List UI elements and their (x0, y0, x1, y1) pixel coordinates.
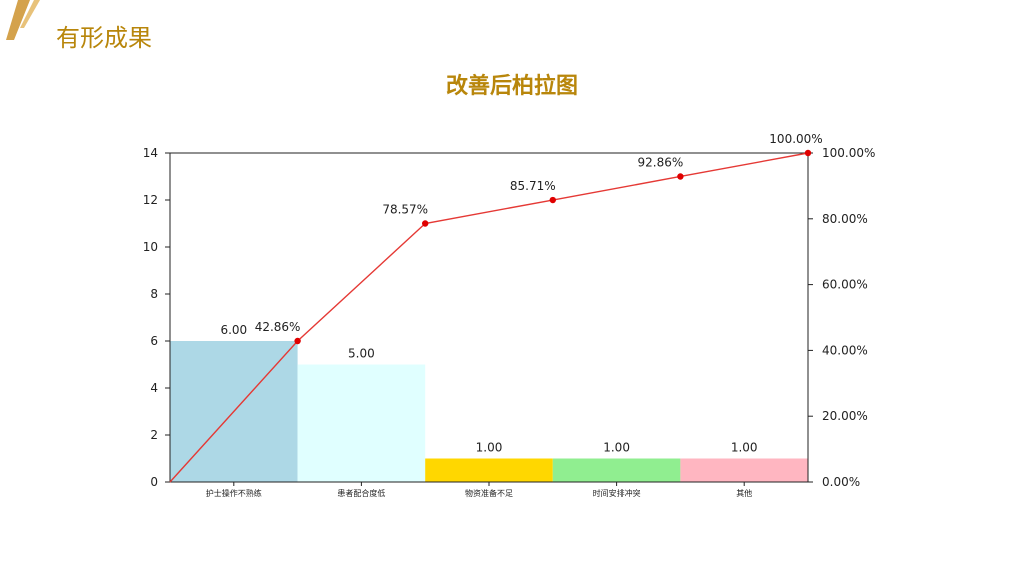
slide-title: 有形成果 (56, 24, 152, 52)
y2-tick-label: 40.00% (822, 343, 868, 357)
cumulative-point (294, 337, 301, 345)
cumulative-label: 78.57% (382, 203, 428, 217)
bar (552, 458, 681, 482)
y2-tick-label: 80.00% (822, 212, 868, 226)
x-tick-label: 物资准备不足 (465, 488, 513, 498)
y-tick-label: 14 (143, 146, 158, 160)
x-tick-label: 其他 (736, 488, 752, 498)
x-tick-label: 时间安排冲突 (593, 488, 641, 498)
x-tick-label: 患者配合度低 (337, 488, 385, 498)
bar-value-label: 5.00 (348, 347, 375, 361)
bar-value-label: 1.00 (476, 441, 503, 455)
y2-tick-label: 0.00% (822, 475, 860, 489)
y-tick-label: 10 (143, 240, 158, 254)
bar-value-label: 6.00 (220, 323, 247, 337)
cumulative-point (804, 149, 812, 157)
cumulative-label: 85.71% (510, 179, 556, 193)
y-tick-label: 6 (150, 334, 158, 348)
cumulative-point (549, 196, 556, 204)
cumulative-label: 92.86% (638, 155, 684, 169)
y-tick-label: 0 (150, 475, 158, 489)
bar-value-label: 1.00 (603, 441, 630, 455)
bar (297, 364, 426, 482)
y-tick-label: 2 (150, 428, 158, 442)
x-tick-label: 护士操作不熟练 (206, 488, 262, 498)
y2-tick-label: 20.00% (822, 409, 868, 423)
y-tick-label: 8 (150, 287, 158, 301)
bar (680, 458, 808, 482)
cumulative-label: 100.00% (769, 132, 822, 146)
chart-title: 改善后柏拉图 (445, 74, 578, 99)
cumulative-point (677, 173, 684, 180)
bar-value-label: 1.00 (731, 441, 758, 455)
cumulative-point (422, 220, 429, 227)
cumulative-label: 42.86% (255, 320, 301, 334)
bar (425, 458, 553, 482)
y-tick-label: 12 (143, 193, 158, 207)
cumulative-line (169, 152, 809, 483)
y2-tick-label: 60.00% (822, 278, 868, 292)
y-tick-label: 4 (150, 381, 158, 395)
y2-tick-label: 100.00% (822, 146, 875, 160)
corner-decoration (6, 0, 40, 40)
